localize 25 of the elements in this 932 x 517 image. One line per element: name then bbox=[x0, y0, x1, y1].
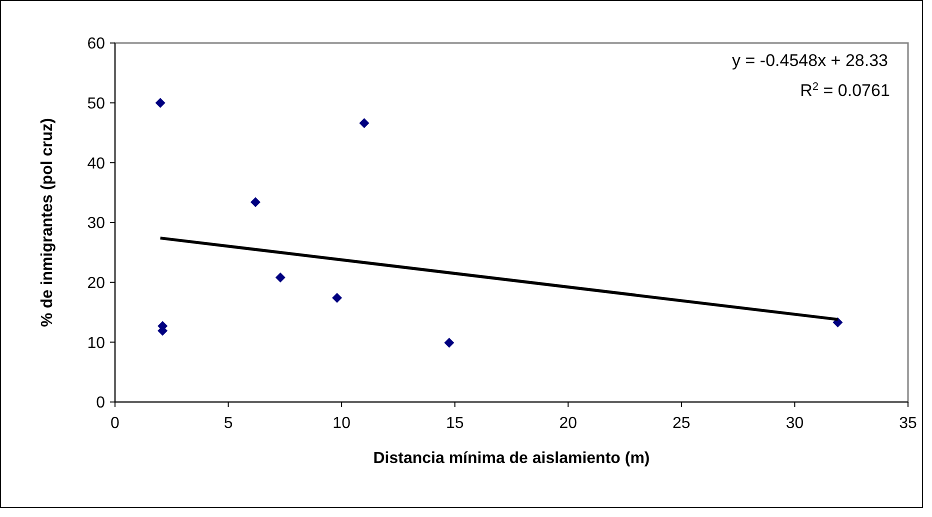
annotation: y = -0.4548x + 28.33 bbox=[732, 51, 888, 70]
point bbox=[275, 272, 286, 283]
x-tick-label: 15 bbox=[446, 415, 464, 432]
x-tick-label: 20 bbox=[559, 415, 578, 432]
y-tick-label: 50 bbox=[87, 95, 106, 112]
x-tick-label: 25 bbox=[672, 415, 690, 432]
annotation: R$^{2}$ = 0.0761 bbox=[800, 81, 890, 100]
x-axis-title: Distancia mínima de aislamiento (m) bbox=[373, 450, 650, 467]
point bbox=[359, 118, 370, 128]
x-tick-label: 30 bbox=[786, 415, 804, 432]
point bbox=[444, 338, 454, 348]
y-axis-title: % de inmigrantes (pol cruz) bbox=[39, 118, 56, 327]
x-tick-label: 35 bbox=[899, 415, 917, 432]
y-tick-label: 30 bbox=[87, 215, 106, 232]
y-tick-label: 40 bbox=[87, 155, 106, 172]
point bbox=[250, 197, 260, 208]
y-tick-label: 10 bbox=[87, 334, 106, 352]
x-tick-label: 10 bbox=[332, 415, 351, 432]
x-tick-label: 5 bbox=[224, 415, 233, 432]
y-tick-label: 60 bbox=[87, 36, 106, 53]
point bbox=[332, 292, 342, 303]
y-tick-label: 20 bbox=[87, 274, 106, 292]
point bbox=[155, 98, 166, 108]
y-tick-label: 0 bbox=[96, 394, 106, 412]
x-tick-label: 0 bbox=[110, 415, 120, 432]
